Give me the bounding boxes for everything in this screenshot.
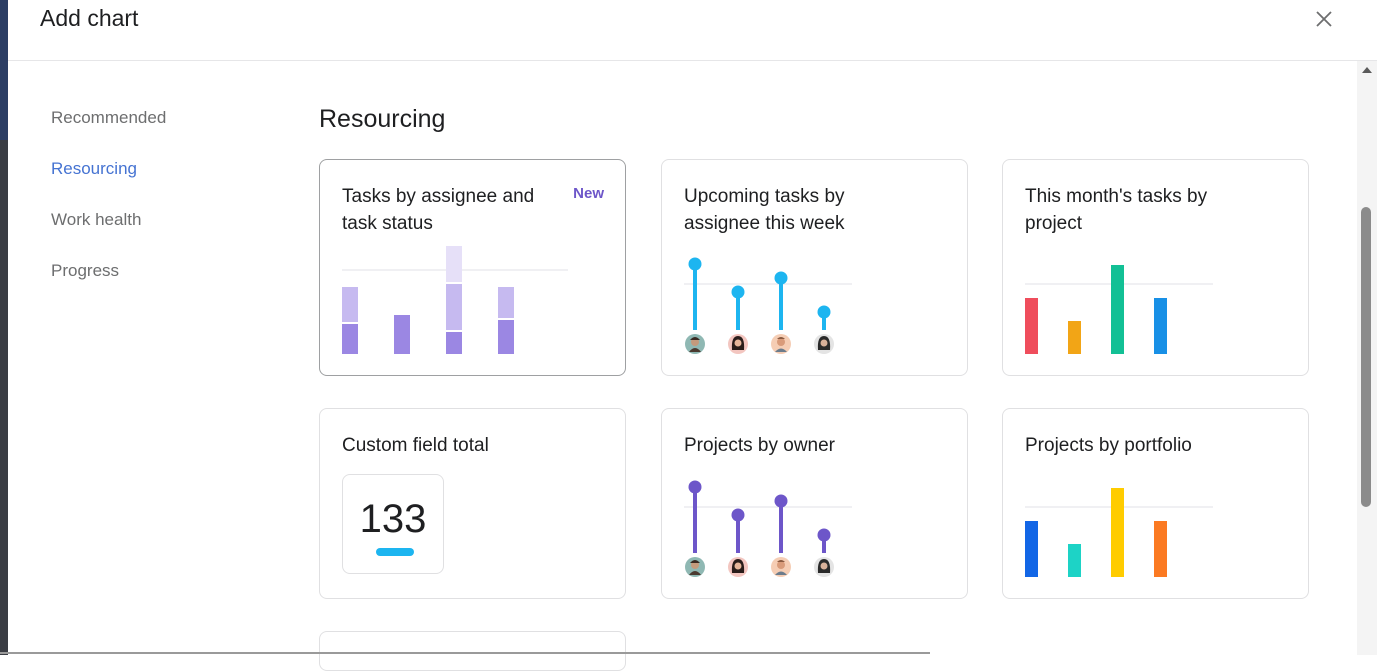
card-title: Custom field total — [342, 435, 489, 456]
background-edge — [0, 0, 8, 655]
bar-preview-colored-2 — [1025, 488, 1213, 577]
close-icon — [1316, 11, 1332, 27]
lollipop-head — [774, 494, 788, 508]
bar — [1111, 265, 1124, 354]
card-title: This month's tasks by project — [1025, 186, 1208, 234]
card-title: Upcoming tasks by assignee this week — [684, 186, 845, 234]
dialog-title: Add chart — [40, 5, 139, 31]
lollipop-head — [731, 508, 745, 522]
chart-card-upcoming-tasks[interactable]: Upcoming tasks by assignee this week — [661, 159, 968, 376]
bar-segment — [498, 287, 514, 318]
avatar — [685, 557, 705, 577]
bar — [1068, 321, 1081, 354]
nav-item-work-health[interactable]: Work health — [51, 210, 142, 229]
bar-segment — [498, 320, 514, 354]
lollipop-preview-blue — [684, 257, 852, 354]
avatar — [814, 557, 834, 577]
bar — [1025, 521, 1038, 577]
metric-value: 133 — [359, 497, 427, 541]
card-title: Projects by owner — [684, 435, 836, 456]
bar-preview-colored — [1025, 265, 1213, 354]
chart-card-projects-by-owner[interactable]: Projects by owner — [661, 408, 968, 599]
avatar — [728, 557, 748, 577]
chart-card-month-tasks-by-project[interactable]: This month's tasks by project — [1002, 159, 1309, 376]
bar — [1154, 298, 1167, 354]
avatar — [771, 557, 791, 577]
bar-segment — [342, 287, 358, 322]
lollipop-head — [688, 480, 702, 494]
dialog-header: Add chart — [8, 0, 1377, 61]
bar — [1068, 544, 1081, 577]
scroll-thumb[interactable] — [1361, 207, 1371, 507]
metric-preview: 133 — [342, 474, 444, 574]
bar — [1025, 298, 1038, 354]
bar — [1111, 488, 1124, 577]
chart-card-projects-by-portfolio[interactable]: Projects by portfolio — [1002, 408, 1309, 599]
card-title: Projects by portfolio — [1025, 435, 1192, 456]
bar-segment — [394, 315, 410, 354]
bar-segment — [446, 332, 462, 354]
scrollbar[interactable] — [1357, 61, 1377, 655]
lollipop-head — [817, 528, 831, 542]
bar-segment — [446, 284, 462, 330]
scroll-up-arrow-icon[interactable] — [1362, 67, 1372, 73]
metric-underline — [376, 548, 414, 556]
lollipop-head — [688, 257, 702, 271]
stacked-bar-preview — [342, 246, 568, 354]
section-title: Resourcing — [319, 105, 446, 133]
bar — [1154, 521, 1167, 577]
avatar — [814, 334, 834, 354]
card-title: Tasks by assignee and task status — [342, 186, 535, 234]
new-badge: New — [573, 185, 604, 202]
chart-card-custom-field-total[interactable]: Custom field total 133 — [319, 408, 626, 599]
avatar — [771, 334, 791, 354]
chart-card-partial[interactable] — [319, 631, 626, 671]
bar-segment — [342, 324, 358, 354]
avatar — [685, 334, 705, 354]
bar-segment — [446, 246, 462, 282]
close-button[interactable] — [1312, 7, 1336, 31]
category-nav: Recommended Resourcing Work health Progr… — [51, 108, 166, 312]
nav-item-progress[interactable]: Progress — [51, 261, 120, 280]
lollipop-preview-purple — [684, 480, 852, 577]
lollipop-head — [817, 305, 831, 319]
nav-item-resourcing[interactable]: Resourcing — [51, 159, 137, 178]
add-chart-dialog: Add chart Recommended Resourcing Work he… — [8, 0, 1377, 671]
chart-card-tasks-by-assignee-status[interactable]: Tasks by assignee and task status New — [319, 159, 626, 376]
lollipop-head — [774, 271, 788, 285]
avatar — [728, 334, 748, 354]
lollipop-head — [731, 285, 745, 299]
nav-item-recommended[interactable]: Recommended — [51, 108, 167, 127]
bottom-edge — [0, 652, 930, 654]
